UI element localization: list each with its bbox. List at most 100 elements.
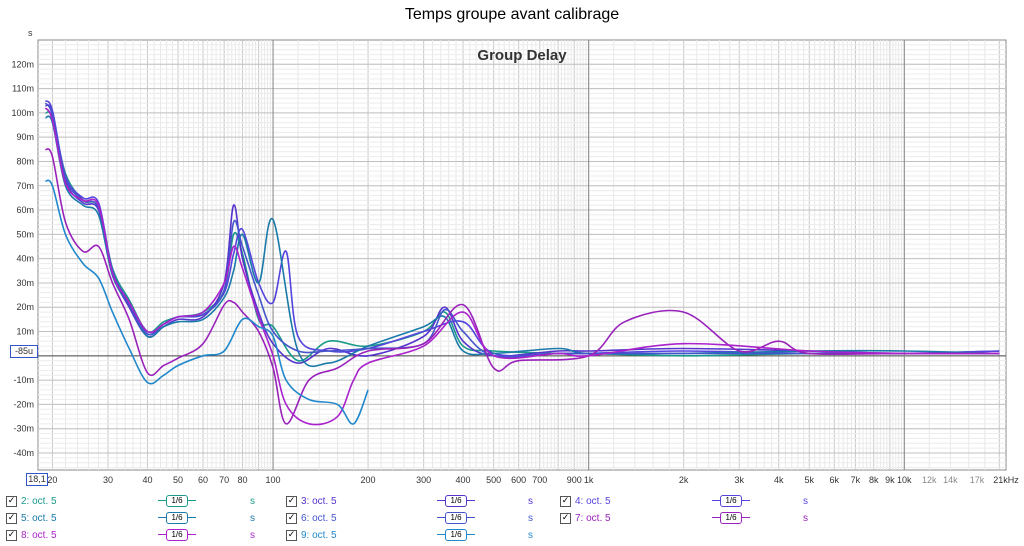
y-tick-label: 110m <box>12 84 34 94</box>
legend-item[interactable]: ✓ 4: oct. 5 <box>560 496 611 507</box>
series-line-8 <box>44 179 369 425</box>
y-tick-label: -30m <box>13 424 34 434</box>
smoothing-control[interactable]: 1/6 <box>437 529 475 541</box>
series-group <box>44 100 1000 426</box>
y-tick-label: -20m <box>13 399 34 409</box>
x-tick-label: 2k <box>679 475 689 485</box>
x-tick-label: 20 <box>47 475 57 485</box>
legend-label: 4: oct. 5 <box>575 496 611 507</box>
x-tick-label: 500 <box>486 475 501 485</box>
legend-unit: s <box>803 496 808 507</box>
x-tick-label: 1k <box>584 475 594 485</box>
x-tick-label: 12k <box>922 475 937 485</box>
y-tick-label: 70m <box>16 181 34 191</box>
legend-label: 3: oct. 5 <box>301 496 337 507</box>
y-tick-label: -10m <box>13 375 34 385</box>
x-tick-label: 10k <box>897 475 912 485</box>
x-tick-label: 6k <box>830 475 840 485</box>
smoothing-control[interactable]: 1/6 <box>437 512 475 524</box>
y-tick-label: 50m <box>16 229 34 239</box>
x-tick-label: 700 <box>532 475 547 485</box>
legend-item[interactable]: ✓ 5: oct. 5 <box>6 513 57 524</box>
y-tick-label: 100m <box>11 108 34 118</box>
smoothing-label[interactable]: 1/6 <box>166 512 188 524</box>
x-tick-label: 200 <box>361 475 376 485</box>
smoothing-label[interactable]: 1/6 <box>166 495 188 507</box>
x-tick-label: 3k <box>735 475 745 485</box>
legend-unit: s <box>250 513 255 524</box>
x-tick-label: 30 <box>103 475 113 485</box>
legend-checkbox[interactable]: ✓ <box>6 530 17 541</box>
x-tick-label: 600 <box>511 475 526 485</box>
legend-checkbox[interactable]: ✓ <box>286 530 297 541</box>
legend-item[interactable]: ✓ 9: oct. 5 <box>286 530 337 541</box>
legend-item[interactable]: ✓ 7: oct. 5 <box>560 513 611 524</box>
legend-unit: s <box>528 513 533 524</box>
legend-label: 7: oct. 5 <box>575 513 611 524</box>
y-tick-label: 10m <box>16 327 34 337</box>
x-tick-label: 100 <box>266 475 281 485</box>
legend-item[interactable]: ✓ 3: oct. 5 <box>286 496 337 507</box>
x-tick-label: 4k <box>774 475 784 485</box>
x-tick-label: 60 <box>198 475 208 485</box>
legend-label: 9: oct. 5 <box>301 530 337 541</box>
series-line-6 <box>44 148 1000 425</box>
reference-level-label[interactable]: -85u <box>10 345 38 358</box>
y-tick-label: 120m <box>11 59 34 69</box>
y-tick-label: 90m <box>16 132 34 142</box>
legend-unit: s <box>250 496 255 507</box>
smoothing-control[interactable]: 1/6 <box>158 512 196 524</box>
smoothing-label[interactable]: 1/6 <box>720 512 742 524</box>
smoothing-control[interactable]: 1/6 <box>712 512 750 524</box>
legend-item[interactable]: ✓ 2: oct. 5 <box>6 496 57 507</box>
legend-unit: s <box>803 513 808 524</box>
x-tick-label: 7k <box>851 475 861 485</box>
smoothing-control[interactable]: 1/6 <box>158 495 196 507</box>
y-tick-label: -40m <box>13 448 34 458</box>
legend-checkbox[interactable]: ✓ <box>560 513 571 524</box>
smoothing-control[interactable]: 1/6 <box>437 495 475 507</box>
y-tick-label: 80m <box>16 156 34 166</box>
smoothing-label[interactable]: 1/6 <box>445 512 467 524</box>
legend-label: 6: oct. 5 <box>301 513 337 524</box>
legend-checkbox[interactable]: ✓ <box>560 496 571 507</box>
legend-checkbox[interactable]: ✓ <box>6 513 17 524</box>
smoothing-label[interactable]: 1/6 <box>166 529 188 541</box>
legend-item[interactable]: ✓ 8: oct. 5 <box>6 530 57 541</box>
series-line-7 <box>44 107 1000 426</box>
x-start-label[interactable]: 18,1 <box>26 473 48 486</box>
legend-unit: s <box>528 496 533 507</box>
legend-unit: s <box>528 530 533 541</box>
y-tick-label: 20m <box>16 302 34 312</box>
x-tick-label: 50 <box>173 475 183 485</box>
legend-checkbox[interactable]: ✓ <box>286 513 297 524</box>
x-tick-label: 9k <box>885 475 895 485</box>
smoothing-label[interactable]: 1/6 <box>720 495 742 507</box>
y-tick-label: 40m <box>16 254 34 264</box>
x-tick-label: 14k <box>943 475 958 485</box>
x-tick-label: 17k <box>970 475 985 485</box>
smoothing-control[interactable]: 1/6 <box>712 495 750 507</box>
group-delay-chart[interactable]: 120m 110m 100m 90m 80m 70m 60m 50m 40m 30m 20m 10m -… <box>0 0 1024 490</box>
x-tick-label: 21kHz <box>993 475 1019 485</box>
legend-label: 5: oct. 5 <box>21 513 57 524</box>
x-tick-label: 8k <box>869 475 879 485</box>
legend-label: 8: oct. 5 <box>21 530 57 541</box>
x-tick-label: 5k <box>805 475 815 485</box>
smoothing-control[interactable]: 1/6 <box>158 529 196 541</box>
page-title: Temps groupe avant calibrage <box>404 6 620 23</box>
legend-checkbox[interactable]: ✓ <box>6 496 17 507</box>
x-tick-label: 900 <box>567 475 582 485</box>
chart-title: Group Delay <box>477 47 567 64</box>
smoothing-label[interactable]: 1/6 <box>445 495 467 507</box>
x-tick-label: 300 <box>416 475 431 485</box>
smoothing-label[interactable]: 1/6 <box>445 529 467 541</box>
x-tick-label: 40 <box>142 475 152 485</box>
legend-item[interactable]: ✓ 6: oct. 5 <box>286 513 337 524</box>
legend-checkbox[interactable]: ✓ <box>286 496 297 507</box>
legend-label: 2: oct. 5 <box>21 496 57 507</box>
y-unit-label: s <box>28 28 33 38</box>
x-tick-label: 80 <box>237 475 247 485</box>
x-tick-label: 70 <box>219 475 229 485</box>
y-tick-label: 30m <box>16 278 34 288</box>
